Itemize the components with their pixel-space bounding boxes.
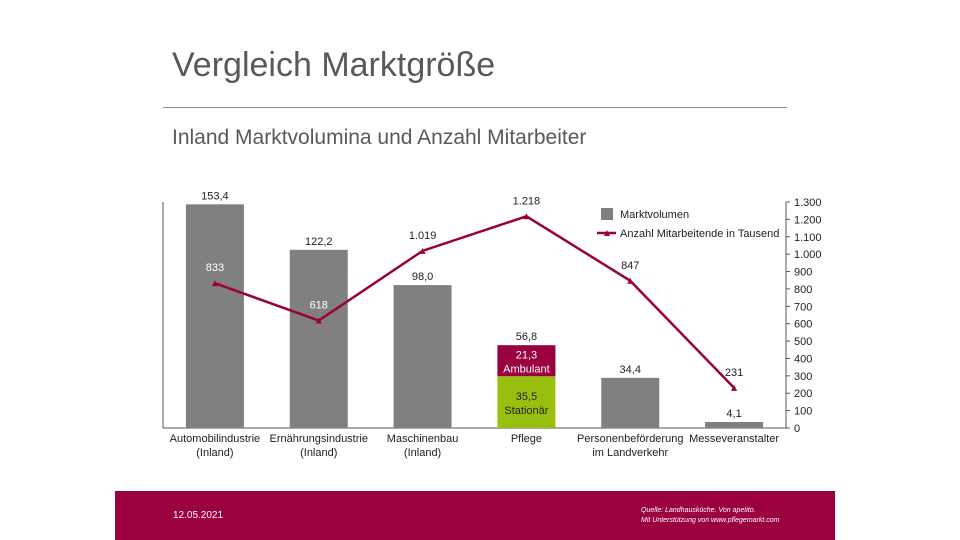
legend-line-label: Anzahl Mitarbeitende in Tausend xyxy=(620,228,779,240)
line-point-marker xyxy=(731,384,738,391)
page-subtitle: Inland Marktvolumina und Anzahl Mitarbei… xyxy=(172,126,587,149)
line-value-label: 847 xyxy=(621,260,639,272)
right-axis-tick-label: 0 xyxy=(794,423,800,435)
line-point-marker xyxy=(315,317,322,324)
bar-value-label: 153,4 xyxy=(201,190,229,202)
category-label: (Inland) xyxy=(196,447,233,459)
bar-value-label: 4,1 xyxy=(726,408,741,420)
right-axis-tick-label: 600 xyxy=(794,319,812,331)
legend-bar-swatch xyxy=(601,208,613,220)
bar-value-label: 122,2 xyxy=(305,236,333,248)
footer-date: 12.05.2021 xyxy=(173,510,224,521)
bar xyxy=(705,422,764,428)
category-label: (Inland) xyxy=(300,447,337,459)
legend-line-marker xyxy=(604,230,610,236)
title-divider xyxy=(163,107,787,108)
bar-segment-ambulant xyxy=(497,345,556,377)
segment-name-label: Stationär xyxy=(504,405,548,417)
footer-source: Quelle: Landhausküche. Von apetito. Mit … xyxy=(641,506,780,526)
category-label: Maschinenbau xyxy=(387,433,459,445)
category-label: Messeveranstalter xyxy=(689,433,779,445)
bar-value-label: 56,8 xyxy=(516,331,537,343)
market-chart: 0 100 200 300 400 500 600 700 800 900 1.000 1.100 1.… xyxy=(162,190,822,459)
right-axis-tick-label: 1.000 xyxy=(794,249,822,261)
line-point-marker xyxy=(211,280,218,287)
right-axis-tick-label: 900 xyxy=(794,267,812,279)
line-value-label: 618 xyxy=(310,300,328,312)
category-label: Automobilindustrie xyxy=(170,433,261,445)
bar xyxy=(289,249,348,428)
right-axis-tick-label: 800 xyxy=(794,284,812,296)
bar xyxy=(393,285,452,428)
right-axis-tick-label: 700 xyxy=(794,301,812,313)
right-axis-tick-label: 1.300 xyxy=(794,197,822,209)
segment-value-label: 21,3 xyxy=(516,350,537,362)
right-axis-tick-label: 100 xyxy=(794,406,812,418)
bar xyxy=(601,377,660,428)
right-axis-tick-label: 1.100 xyxy=(794,232,822,244)
line-point-marker xyxy=(419,247,426,254)
segment-name-label: Ambulant xyxy=(503,364,549,376)
page-title: Vergleich Marktgröße xyxy=(172,46,496,84)
line-point-marker xyxy=(627,277,634,284)
line-point-marker xyxy=(523,213,530,220)
legend-bar-label: Marktvolumen xyxy=(620,209,689,221)
bar-value-label: 34,4 xyxy=(620,364,641,376)
category-label: Pflege xyxy=(511,433,542,445)
category-label: im Landverkehr xyxy=(592,447,668,459)
category-label: Personenbeförderung xyxy=(577,433,683,445)
source-line: Mit Unterstützung von www.pflegemarkt.co… xyxy=(641,517,780,524)
bar-segment-stationär xyxy=(497,376,556,428)
source-line: Quelle: Landhausküche. Von apetito. xyxy=(641,507,756,514)
right-axis-tick-label: 200 xyxy=(794,388,812,400)
right-axis-tick-label: 1.200 xyxy=(794,214,822,226)
line-value-label: 231 xyxy=(725,367,743,379)
right-axis-tick-label: 400 xyxy=(794,353,812,365)
line-value-label: 833 xyxy=(206,262,224,274)
segment-value-label: 35,5 xyxy=(516,391,537,403)
category-label: (Inland) xyxy=(404,447,441,459)
right-axis-tick-label: 500 xyxy=(794,336,812,348)
line-value-label: 1.218 xyxy=(513,195,541,207)
bar xyxy=(185,204,244,428)
employee-line xyxy=(214,214,735,389)
category-label: Ernährungsindustrie xyxy=(270,433,368,445)
right-axis-tick-label: 300 xyxy=(794,371,812,383)
line-value-label: 1.019 xyxy=(409,230,437,242)
bar-value-label: 98,0 xyxy=(412,271,433,283)
footer-band: 12.05.2021 Quelle: Landhausküche. Von ap… xyxy=(115,491,835,540)
